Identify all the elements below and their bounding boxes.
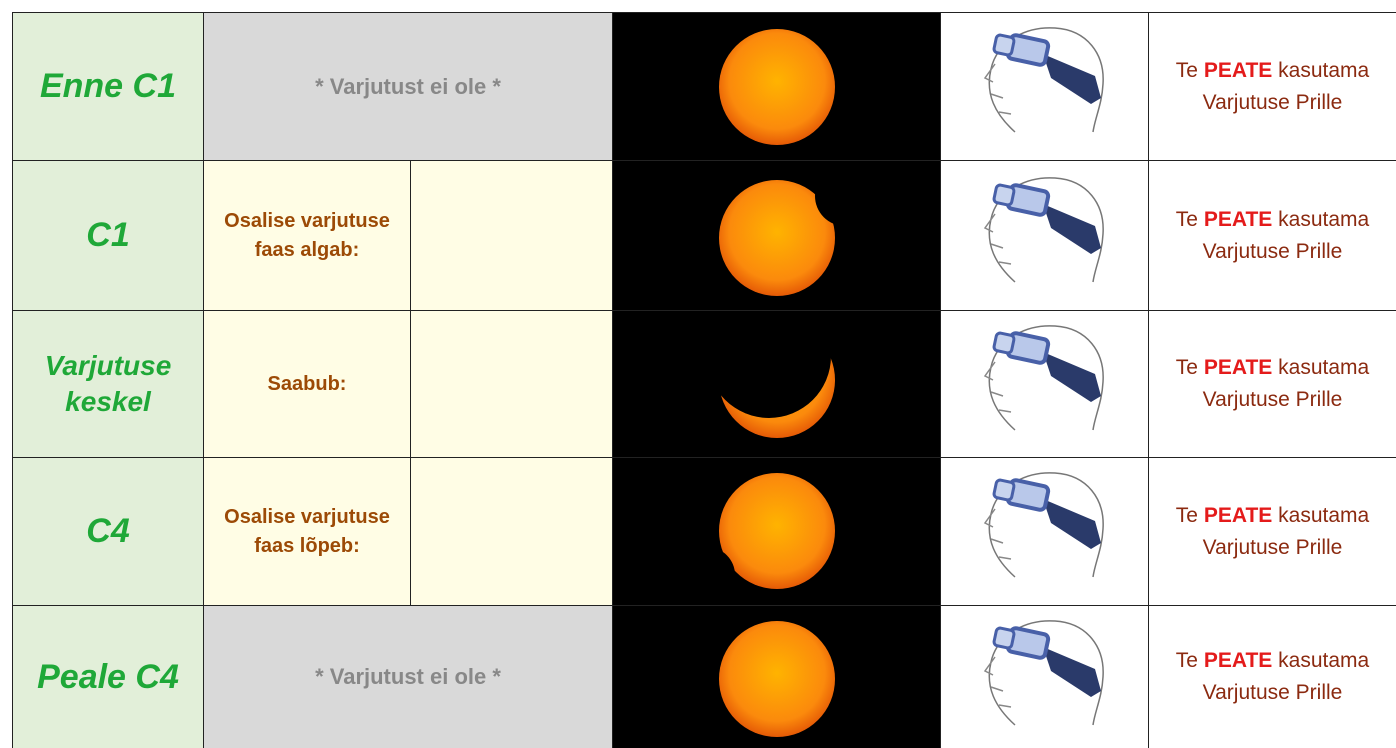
- row: Peale C4 * Varjutust ei ole * Te PEATE k…: [13, 606, 1396, 748]
- blank: [411, 311, 613, 458]
- glasses-cell: [941, 606, 1149, 748]
- sun: [613, 459, 941, 605]
- note-emphasis: PEATE: [1204, 649, 1272, 672]
- phase: C1: [13, 161, 204, 311]
- label: Osalise varjutuse faas lõpeb:: [204, 458, 411, 606]
- note-text: kasutama: [1278, 59, 1369, 82]
- sun: [613, 312, 941, 457]
- note-text: Varjutuse Prille: [1203, 388, 1343, 411]
- note-text: kasutama: [1278, 356, 1369, 379]
- sun: [613, 14, 941, 160]
- glasses-icon: [941, 14, 1149, 160]
- phase: C4: [13, 458, 204, 606]
- note: Te PEATE kasutama Varjutuse Prille: [1149, 161, 1396, 311]
- glasses-icon: [941, 607, 1149, 748]
- note-emphasis: PEATE: [1204, 356, 1272, 379]
- sun-cell: [613, 606, 941, 748]
- note-text: Te: [1176, 356, 1198, 379]
- note: Te PEATE kasutama Varjutuse Prille: [1149, 458, 1396, 606]
- note: Te PEATE kasutama Varjutuse Prille: [1149, 311, 1396, 458]
- note-text: Varjutuse Prille: [1203, 91, 1343, 114]
- note-text: Varjutuse Prille: [1203, 681, 1343, 704]
- phase: Varjutuse keskel: [13, 311, 204, 458]
- row: Varjutuse keskel Saabub: Te PEATE kasuta…: [13, 311, 1396, 458]
- row: C1 Osalise varjutuse faas algab: Te PEAT…: [13, 161, 1396, 311]
- blank: [411, 161, 613, 311]
- note-text: Varjutuse Prille: [1203, 240, 1343, 263]
- sun-cell: [613, 311, 941, 458]
- sun-cell: [613, 458, 941, 606]
- row: Enne C1 * Varjutust ei ole * Te PEATE ka…: [13, 13, 1396, 161]
- note: Te PEATE kasutama Varjutuse Prille: [1149, 606, 1396, 748]
- note-text: Te: [1176, 649, 1198, 672]
- note: Te PEATE kasutama Varjutuse Prille: [1149, 13, 1396, 161]
- glasses-cell: [941, 311, 1149, 458]
- glasses-cell: [941, 458, 1149, 606]
- eclipse-table: Enne C1 * Varjutust ei ole * Te PEATE ka…: [12, 12, 1396, 748]
- note-emphasis: PEATE: [1204, 208, 1272, 231]
- note-emphasis: PEATE: [1204, 504, 1272, 527]
- no-eclipse: * Varjutust ei ole *: [204, 606, 613, 748]
- sun-cell: [613, 13, 941, 161]
- note-text: kasutama: [1278, 208, 1369, 231]
- phase: Enne C1: [13, 13, 204, 161]
- blank: [411, 458, 613, 606]
- note-text: Te: [1176, 504, 1198, 527]
- note-text: Te: [1176, 208, 1198, 231]
- label: Saabub:: [204, 311, 411, 458]
- glasses-icon: [941, 162, 1149, 310]
- sun: [613, 607, 941, 748]
- page: {"rows": [ {"phase": "Enne C1", "none": …: [0, 0, 1396, 748]
- note-text: kasutama: [1278, 504, 1369, 527]
- note-text: Te: [1176, 59, 1198, 82]
- note-emphasis: PEATE: [1204, 59, 1272, 82]
- no-eclipse: * Varjutust ei ole *: [204, 13, 613, 161]
- label: Osalise varjutuse faas algab:: [204, 161, 411, 311]
- note-text: kasutama: [1278, 649, 1369, 672]
- glasses-icon: [941, 312, 1149, 457]
- sun-cell: [613, 161, 941, 311]
- glasses-cell: [941, 161, 1149, 311]
- glasses-cell: [941, 13, 1149, 161]
- row: C4 Osalise varjutuse faas lõpeb: Te PEAT…: [13, 458, 1396, 606]
- sun: [613, 162, 941, 310]
- phase: Peale C4: [13, 606, 204, 748]
- glasses-icon: [941, 459, 1149, 605]
- note-text: Varjutuse Prille: [1203, 536, 1343, 559]
